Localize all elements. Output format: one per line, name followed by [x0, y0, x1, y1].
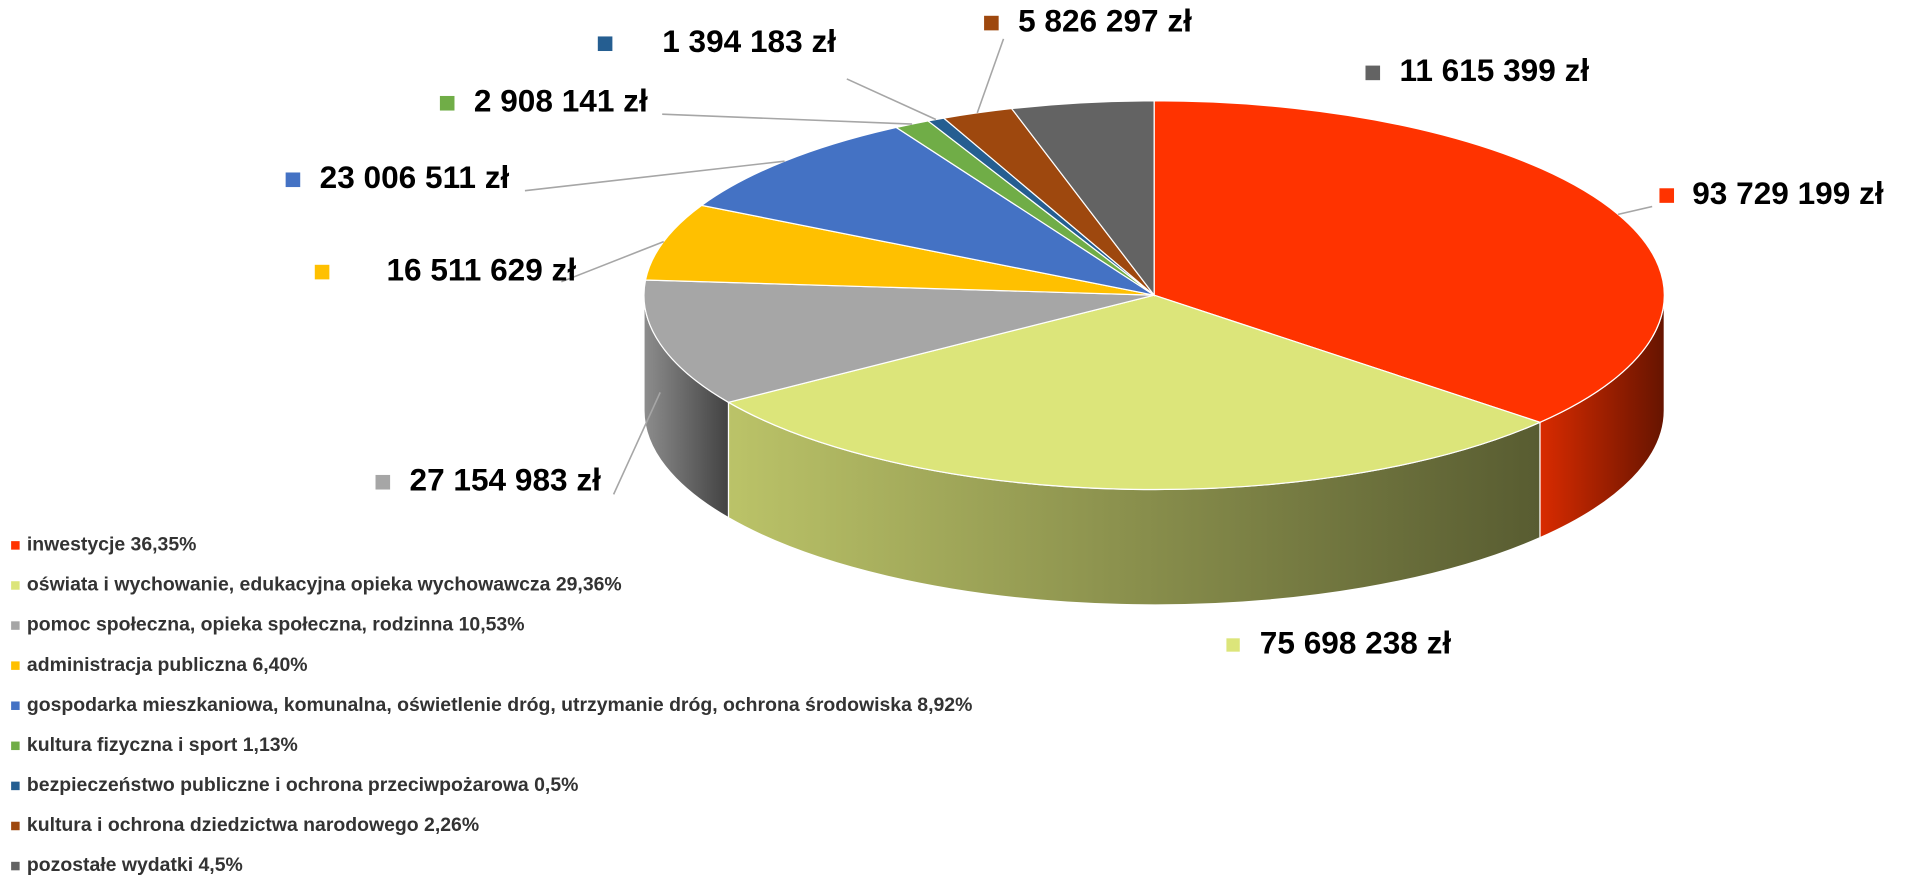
pie-slice [726, 294, 1542, 491]
pie-slice [1153, 100, 1665, 423]
label-marker [597, 36, 613, 52]
leader-line [846, 78, 937, 121]
leader-line [561, 240, 665, 283]
pie-slice [700, 126, 1155, 296]
label-marker [984, 15, 999, 31]
label-marker [439, 95, 455, 111]
legend-label: pomoc społeczna, opieka społeczna, rodzi… [27, 614, 525, 636]
legend-marker [11, 541, 20, 550]
legend-marker [11, 701, 20, 710]
legend-label: inwestycje 36,35% [27, 534, 197, 556]
data-label: 75 698 238 zł [1260, 624, 1452, 660]
data-label: 1 394 183 zł [662, 23, 836, 59]
legend-marker [11, 581, 20, 590]
leader-line [524, 160, 785, 192]
pie-slice [644, 204, 1155, 296]
data-label: 2 908 141 zł [474, 83, 648, 119]
legend-marker [11, 661, 20, 670]
data-label: 11 615 399 zł [1400, 52, 1590, 88]
data-label: 93 729 199 zł [1692, 175, 1884, 211]
legend-marker [11, 741, 20, 751]
legend-label: administracja publiczna 6,40% [27, 654, 308, 676]
legend-label: kultura fizyczna i sport 1,13% [27, 734, 298, 756]
label-marker [1225, 637, 1241, 653]
legend-marker [11, 861, 20, 871]
pie-slice [1010, 100, 1155, 297]
legend-label: bezpieczeństwo publiczne i ochrona przec… [27, 774, 579, 796]
pie-slice [643, 279, 1155, 403]
label-marker [1659, 188, 1675, 203]
legend-marker [11, 821, 20, 831]
leader-line [1617, 205, 1653, 216]
legend-label: pozostałe wydatki 4,5% [27, 854, 243, 876]
label-marker [375, 474, 391, 490]
data-label: 5 826 297 zł [1018, 2, 1192, 38]
leader-line [612, 392, 661, 495]
leader-line [662, 113, 913, 125]
legend-marker [11, 781, 20, 791]
leader-line [976, 38, 1005, 114]
label-marker [1365, 65, 1381, 81]
data-label: 23 006 511 zł [320, 159, 510, 195]
legend-label: oświata i wychowanie, edukacyjna opieka … [27, 574, 622, 596]
pie-tops [643, 100, 1665, 491]
label-marker [285, 172, 301, 188]
label-marker [314, 264, 330, 280]
legend-marker [11, 621, 20, 630]
legend-label: kultura i ochrona dziedzictwa narodowego… [27, 814, 479, 836]
data-label: 27 154 983 zł [410, 462, 602, 498]
legend-label: gospodarka mieszkaniowa, komunalna, oświ… [27, 694, 972, 716]
data-label: 16 511 629 zł [386, 251, 576, 287]
